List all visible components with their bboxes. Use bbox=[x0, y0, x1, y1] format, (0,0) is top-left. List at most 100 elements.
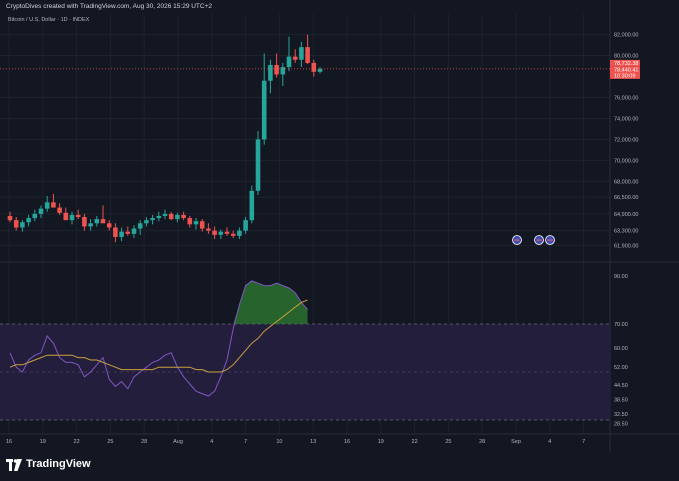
candle-up bbox=[20, 220, 25, 232]
candle-body bbox=[150, 218, 155, 221]
event-badge-flag-icon bbox=[514, 239, 520, 241]
price-label-text: 78,732.38 bbox=[614, 61, 638, 67]
price-tick-label: 76,000.00 bbox=[614, 95, 638, 101]
price-label-box bbox=[610, 59, 640, 67]
candle-body bbox=[280, 67, 286, 75]
candle-body bbox=[249, 190, 255, 221]
candle-down bbox=[13, 217, 19, 231]
candle-down bbox=[292, 49, 298, 63]
candle-up bbox=[175, 212, 180, 223]
time-tick-label: 22 bbox=[412, 439, 418, 445]
price-tick-label: 80,000.00 bbox=[614, 54, 638, 60]
rsi-ma-line bbox=[9, 299, 308, 373]
rsi-tick-label: 60.00 bbox=[614, 346, 628, 352]
rsi-tick-label: 52.00 bbox=[614, 365, 628, 371]
candle-up bbox=[131, 225, 137, 238]
candle-body bbox=[125, 231, 131, 234]
candle-body bbox=[212, 230, 217, 235]
time-tick-label: 19 bbox=[378, 439, 384, 445]
candle-body bbox=[175, 214, 180, 220]
created-by-header: CryptoDives created with TradingView.com… bbox=[6, 3, 213, 10]
candle-down bbox=[7, 211, 13, 223]
candle-body bbox=[193, 221, 199, 225]
candle-body bbox=[57, 207, 62, 213]
rsi-tick-label: 32.50 bbox=[614, 412, 628, 418]
price-label-box bbox=[610, 66, 640, 73]
time-tick-label: 7 bbox=[244, 439, 247, 445]
candle-body bbox=[69, 214, 75, 221]
candle-body bbox=[206, 228, 211, 231]
event-badge[interactable] bbox=[534, 235, 544, 245]
candle-up bbox=[94, 215, 100, 227]
candle-down bbox=[274, 53, 279, 78]
candle-up bbox=[88, 219, 93, 231]
price-tick-label: 72,000.00 bbox=[614, 137, 638, 143]
candle-down bbox=[100, 205, 106, 224]
time-tick-label: 22 bbox=[74, 439, 80, 445]
time-tick-label: 28 bbox=[479, 439, 485, 445]
time-tick-label: 16 bbox=[6, 439, 12, 445]
candle-down bbox=[224, 227, 230, 236]
price-tick-label: 70,000.00 bbox=[614, 158, 638, 164]
candle-body bbox=[299, 47, 304, 60]
candle-up bbox=[299, 41, 304, 68]
candle-body bbox=[88, 223, 93, 227]
tradingview-logo-icon bbox=[6, 459, 22, 471]
candle-body bbox=[286, 56, 292, 68]
price-tick-label: 63,300.00 bbox=[614, 229, 638, 235]
candle-up bbox=[119, 227, 124, 242]
rsi-tick-label: 28.50 bbox=[614, 422, 628, 428]
candle-up bbox=[32, 209, 38, 222]
candle-down bbox=[51, 193, 56, 208]
time-tick-label: 13 bbox=[310, 439, 316, 445]
candle-down bbox=[75, 209, 81, 220]
price-tick-label: 68,000.00 bbox=[614, 179, 638, 185]
candle-body bbox=[20, 222, 25, 228]
rsi-tick-label: 38.50 bbox=[614, 398, 628, 404]
candle-body bbox=[317, 68, 323, 72]
time-tick-label: 25 bbox=[445, 439, 451, 445]
time-tick-label: 4 bbox=[548, 439, 551, 445]
candle-body bbox=[75, 214, 81, 218]
candle-body bbox=[82, 217, 87, 227]
candle-body bbox=[199, 221, 205, 229]
price-label: 78,440.41 bbox=[610, 66, 640, 73]
price-tick-label: 61,900.00 bbox=[614, 243, 638, 249]
candle-body bbox=[156, 215, 162, 219]
candle-up bbox=[44, 196, 50, 212]
event-badge[interactable] bbox=[512, 235, 522, 245]
symbol-legend[interactable]: Bitcoin / U.S. Dollar · 1D · INDEX bbox=[8, 17, 90, 23]
candle-body bbox=[292, 56, 298, 60]
candle-down bbox=[199, 219, 205, 232]
candle-down bbox=[311, 59, 317, 77]
candle-body bbox=[237, 230, 242, 236]
candle-body bbox=[26, 218, 31, 223]
candle-body bbox=[44, 202, 50, 209]
candle-down bbox=[113, 223, 118, 243]
time-tick-label: 7 bbox=[582, 439, 585, 445]
candle-down bbox=[187, 215, 193, 228]
rsi-band-fill bbox=[0, 324, 610, 420]
rsi-tick-label: 90.00 bbox=[614, 274, 628, 280]
candle-body bbox=[181, 214, 186, 219]
event-badge[interactable] bbox=[545, 235, 555, 245]
candle-down bbox=[168, 211, 174, 221]
candle-body bbox=[106, 223, 112, 228]
candle-body bbox=[137, 223, 143, 229]
price-label-text: 10:30:09 bbox=[614, 73, 635, 79]
candle-body bbox=[261, 80, 267, 140]
candle-up bbox=[69, 211, 75, 225]
candle-body bbox=[13, 220, 19, 228]
rsi-overbought-fill bbox=[233, 280, 308, 324]
candle-body bbox=[243, 220, 248, 231]
rsi-tick-label: 70.00 bbox=[614, 322, 628, 328]
event-badge-flag-icon bbox=[536, 239, 542, 241]
candle-body bbox=[162, 213, 168, 216]
candle-down bbox=[125, 226, 131, 236]
candle-down bbox=[230, 230, 236, 238]
candle-down bbox=[206, 223, 211, 234]
candle-up bbox=[255, 131, 261, 195]
candle-body bbox=[144, 220, 149, 224]
rsi-tick-label: 44.50 bbox=[614, 383, 628, 389]
